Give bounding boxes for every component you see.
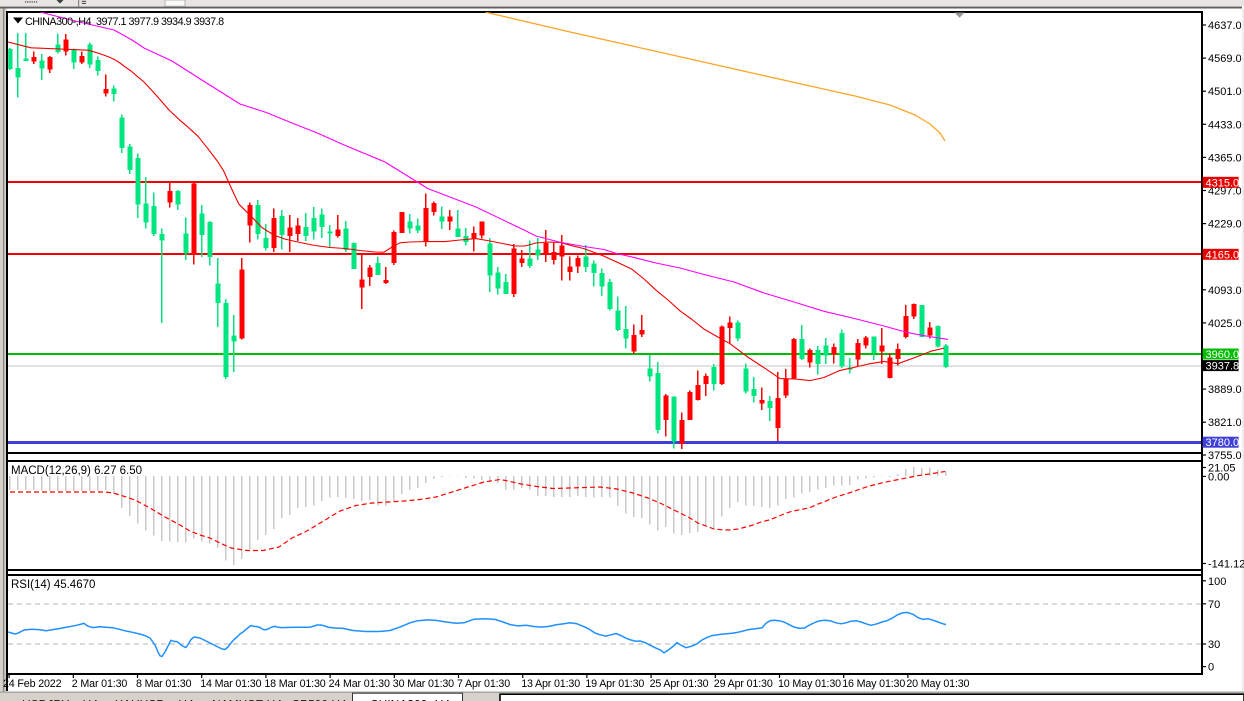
svg-text:24 Feb 2022: 24 Feb 2022 — [3, 678, 62, 690]
svg-text:XAUUSDm,H4: XAUUSDm,H4 — [115, 698, 194, 701]
svg-text:7 Apr 01:30: 7 Apr 01:30 — [457, 678, 510, 690]
svg-text:4165.0: 4165.0 — [1206, 249, 1240, 261]
svg-text:2 Mar 01:30: 2 Mar 01:30 — [72, 678, 128, 690]
svg-text:14 Mar 01:30: 14 Mar 01:30 — [200, 678, 261, 690]
svg-text:4025.0: 4025.0 — [1208, 318, 1242, 330]
svg-text:4433.0: 4433.0 — [1208, 119, 1242, 131]
svg-text:0: 0 — [1208, 662, 1214, 674]
svg-text:100: 100 — [1208, 576, 1226, 588]
svg-text:25 Apr 01:30: 25 Apr 01:30 — [650, 678, 709, 690]
svg-text:30: 30 — [1208, 639, 1220, 651]
svg-text:3755.0: 3755.0 — [1208, 450, 1242, 462]
svg-text:18 Mar 01:30: 18 Mar 01:30 — [264, 678, 325, 690]
svg-text:SP500,H4: SP500,H4 — [292, 698, 347, 701]
svg-text:-141.12: -141.12 — [1208, 559, 1244, 571]
svg-text:16 May 01:30: 16 May 01:30 — [842, 678, 905, 690]
svg-text:29 Apr 01:30: 29 Apr 01:30 — [714, 678, 773, 690]
svg-text:4315.0: 4315.0 — [1206, 177, 1240, 189]
svg-text:CHINA300-,H4 3977.1 3977.9 39: CHINA300-,H4 3977.1 3977.9 3934.9 3937.8 — [25, 16, 224, 28]
svg-text:4229.0: 4229.0 — [1208, 219, 1242, 231]
svg-text:24 Mar 01:30: 24 Mar 01:30 — [329, 678, 390, 690]
svg-text:MACD(12,26,9) 6.27 6.50: MACD(12,26,9) 6.27 6.50 — [11, 465, 142, 477]
svg-text:NAMHSE,H4: NAMHSE,H4 — [212, 698, 282, 701]
svg-text:3889.0: 3889.0 — [1208, 384, 1242, 396]
svg-text:4093.0: 4093.0 — [1208, 285, 1242, 297]
svg-text:4569.0: 4569.0 — [1208, 53, 1242, 65]
svg-text:8 Mar 01:30: 8 Mar 01:30 — [136, 678, 192, 690]
svg-text:4637.0: 4637.0 — [1208, 20, 1242, 32]
svg-text:CHINA300-,H4: CHINA300-,H4 — [370, 698, 450, 701]
svg-text:3937.8: 3937.8 — [1206, 361, 1240, 373]
svg-text:21.05: 21.05 — [1208, 463, 1236, 475]
svg-text:10 May 01:30: 10 May 01:30 — [778, 678, 841, 690]
svg-text:20 May 01:30: 20 May 01:30 — [906, 678, 969, 690]
svg-text:USDJPYm,H4: USDJPYm,H4 — [22, 698, 98, 701]
svg-text:4297.0: 4297.0 — [1208, 186, 1242, 198]
svg-text:0.00: 0.00 — [1208, 472, 1229, 484]
svg-text:3960.0: 3960.0 — [1206, 349, 1240, 361]
svg-text:4365.0: 4365.0 — [1208, 152, 1242, 164]
svg-text:13 Apr 01:30: 13 Apr 01:30 — [521, 678, 580, 690]
svg-text:4501.0: 4501.0 — [1208, 86, 1242, 98]
svg-text:30 Mar 01:30: 30 Mar 01:30 — [393, 678, 454, 690]
svg-text:RSI(14) 45.4670: RSI(14) 45.4670 — [11, 579, 95, 591]
svg-text:3821.0: 3821.0 — [1208, 417, 1242, 429]
svg-text:19 Apr 01:30: 19 Apr 01:30 — [585, 678, 644, 690]
svg-text:3780.0: 3780.0 — [1206, 437, 1240, 449]
svg-text:70: 70 — [1208, 599, 1220, 611]
